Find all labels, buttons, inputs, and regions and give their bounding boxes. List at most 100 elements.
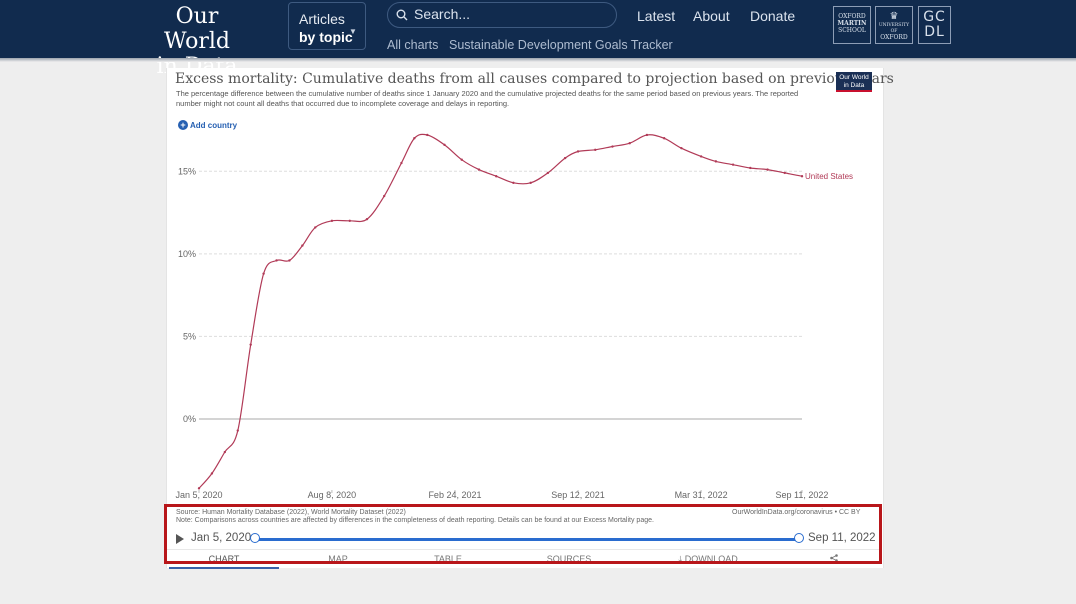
plus-icon: + [178, 120, 188, 130]
partner-text: MARTIN [837, 20, 867, 27]
data-point [249, 343, 252, 346]
crest-icon: ♛ [889, 11, 899, 22]
header-shadow [0, 58, 1076, 62]
timeline-end-handle[interactable] [794, 533, 804, 543]
data-point [699, 155, 703, 158]
tab-sources[interactable]: SOURCES [546, 554, 592, 564]
nav-latest[interactable]: Latest [637, 8, 676, 24]
y-tick-label: 10% [178, 249, 196, 259]
partner-text: GC [923, 9, 946, 25]
data-point [236, 429, 239, 432]
nav-about[interactable]: About [693, 8, 730, 24]
data-point [288, 259, 291, 262]
chevron-down-icon: ▼ [349, 27, 357, 36]
data-point [348, 219, 351, 223]
data-point [314, 226, 317, 229]
source-line: Source: Human Mortality Database (2022),… [176, 509, 406, 516]
data-point [413, 137, 416, 140]
data-point [262, 272, 265, 275]
data-point [210, 472, 214, 475]
data-point [800, 175, 804, 178]
data-point [443, 143, 446, 147]
data-point [512, 181, 515, 185]
citation-link[interactable]: OurWorldInData.org/coronavirus • CC BY [732, 509, 861, 516]
data-point [197, 487, 201, 490]
share-button[interactable] [779, 554, 889, 564]
data-point [529, 181, 532, 185]
timeline-track[interactable] [256, 538, 799, 541]
partner-text: UNIVERSITY OF [878, 23, 910, 34]
subnav-all-charts[interactable]: All charts [387, 38, 439, 52]
chart-card [166, 68, 884, 568]
x-tick-label: Aug 8, 2020 [308, 490, 357, 500]
logo-line-1: Our World [164, 4, 230, 54]
x-tick-label: Sep 12, 2021 [551, 490, 605, 500]
data-point [563, 156, 567, 160]
data-point [546, 171, 550, 175]
tab-map[interactable]: MAP [328, 554, 348, 564]
data-point [680, 146, 683, 150]
x-tick-label: Sep 11, 2022 [776, 490, 829, 500]
timeline-start-handle[interactable] [250, 533, 260, 543]
university-of-oxford-logo[interactable]: ♛ UNIVERSITY OF OXFORD [875, 6, 913, 44]
data-point [594, 148, 597, 152]
share-icon [830, 554, 838, 562]
tab-download[interactable]: ⤓ DOWNLOAD [653, 554, 763, 565]
note-line: Note: Comparisons across countries are a… [176, 517, 654, 524]
data-point [645, 133, 649, 137]
subnav-sdg-tracker[interactable]: Sustainable Development Goals Tracker [449, 38, 673, 52]
data-point [275, 259, 278, 262]
data-point [783, 171, 786, 175]
owid-badge[interactable]: Our World in Data [836, 72, 872, 92]
data-point [223, 450, 227, 454]
data-point [301, 244, 304, 247]
data-point [330, 219, 334, 223]
timeline-start-label: Jan 5, 2020 [191, 532, 252, 544]
gcdl-logo[interactable]: GC DL [918, 6, 951, 44]
x-tick-label: Jan 5, 2020 [175, 490, 222, 500]
chart-source: Source: Human Mortality Database (2022),… [176, 509, 736, 525]
play-icon[interactable] [176, 534, 184, 544]
add-country-label: Add country [190, 121, 238, 130]
oxford-martin-school-logo[interactable]: OXFORD MARTIN SCHOOL [833, 6, 871, 44]
chart-subtitle: The percentage difference between the cu… [176, 89, 799, 108]
series-line-united-states [198, 133, 803, 489]
search-icon [396, 9, 408, 21]
badge-line: in Data [843, 82, 865, 89]
partner-text: SCHOOL [838, 27, 866, 34]
data-point [611, 145, 614, 148]
y-tick-label: 5% [183, 331, 196, 341]
by-topic-label: by topic [299, 29, 353, 45]
articles-by-topic-button[interactable]: Articles by topic ▼ [288, 2, 366, 50]
data-point [662, 137, 666, 140]
y-tick-label: 0% [183, 414, 196, 424]
x-tick-label: Mar 31, 2022 [675, 490, 728, 500]
badge-line: Our World [839, 74, 869, 81]
x-tick-label: Feb 24, 2021 [428, 490, 481, 500]
timeline-slider: Jan 5, 2020 Sep 11, 2022 [176, 532, 876, 546]
chart-title: Excess mortality: Cumulative deaths from… [175, 71, 894, 87]
data-point [426, 133, 429, 137]
data-point [494, 175, 498, 178]
partner-text: OXFORD [880, 34, 908, 41]
add-country-button[interactable]: + Add country [178, 120, 237, 130]
tab-chart[interactable]: CHART [169, 554, 279, 569]
data-point [400, 161, 403, 165]
data-point [749, 166, 752, 170]
data-point [714, 160, 718, 163]
nav-donate[interactable]: Donate [750, 8, 796, 24]
data-point [628, 142, 631, 145]
download-icon: ⤓ [678, 554, 683, 564]
timeline-end-label: Sep 11, 2022 [808, 532, 876, 544]
data-point [383, 194, 386, 198]
search-input[interactable]: Search... [387, 2, 617, 28]
tab-table[interactable]: TABLE [434, 554, 462, 564]
partner-text: DL [924, 24, 945, 40]
partner-text: OXFORD [838, 13, 866, 20]
y-tick-label: 15% [178, 166, 196, 176]
data-point [365, 217, 369, 221]
data-point [477, 168, 481, 171]
series-label: United States [805, 172, 853, 181]
data-point [766, 168, 769, 171]
